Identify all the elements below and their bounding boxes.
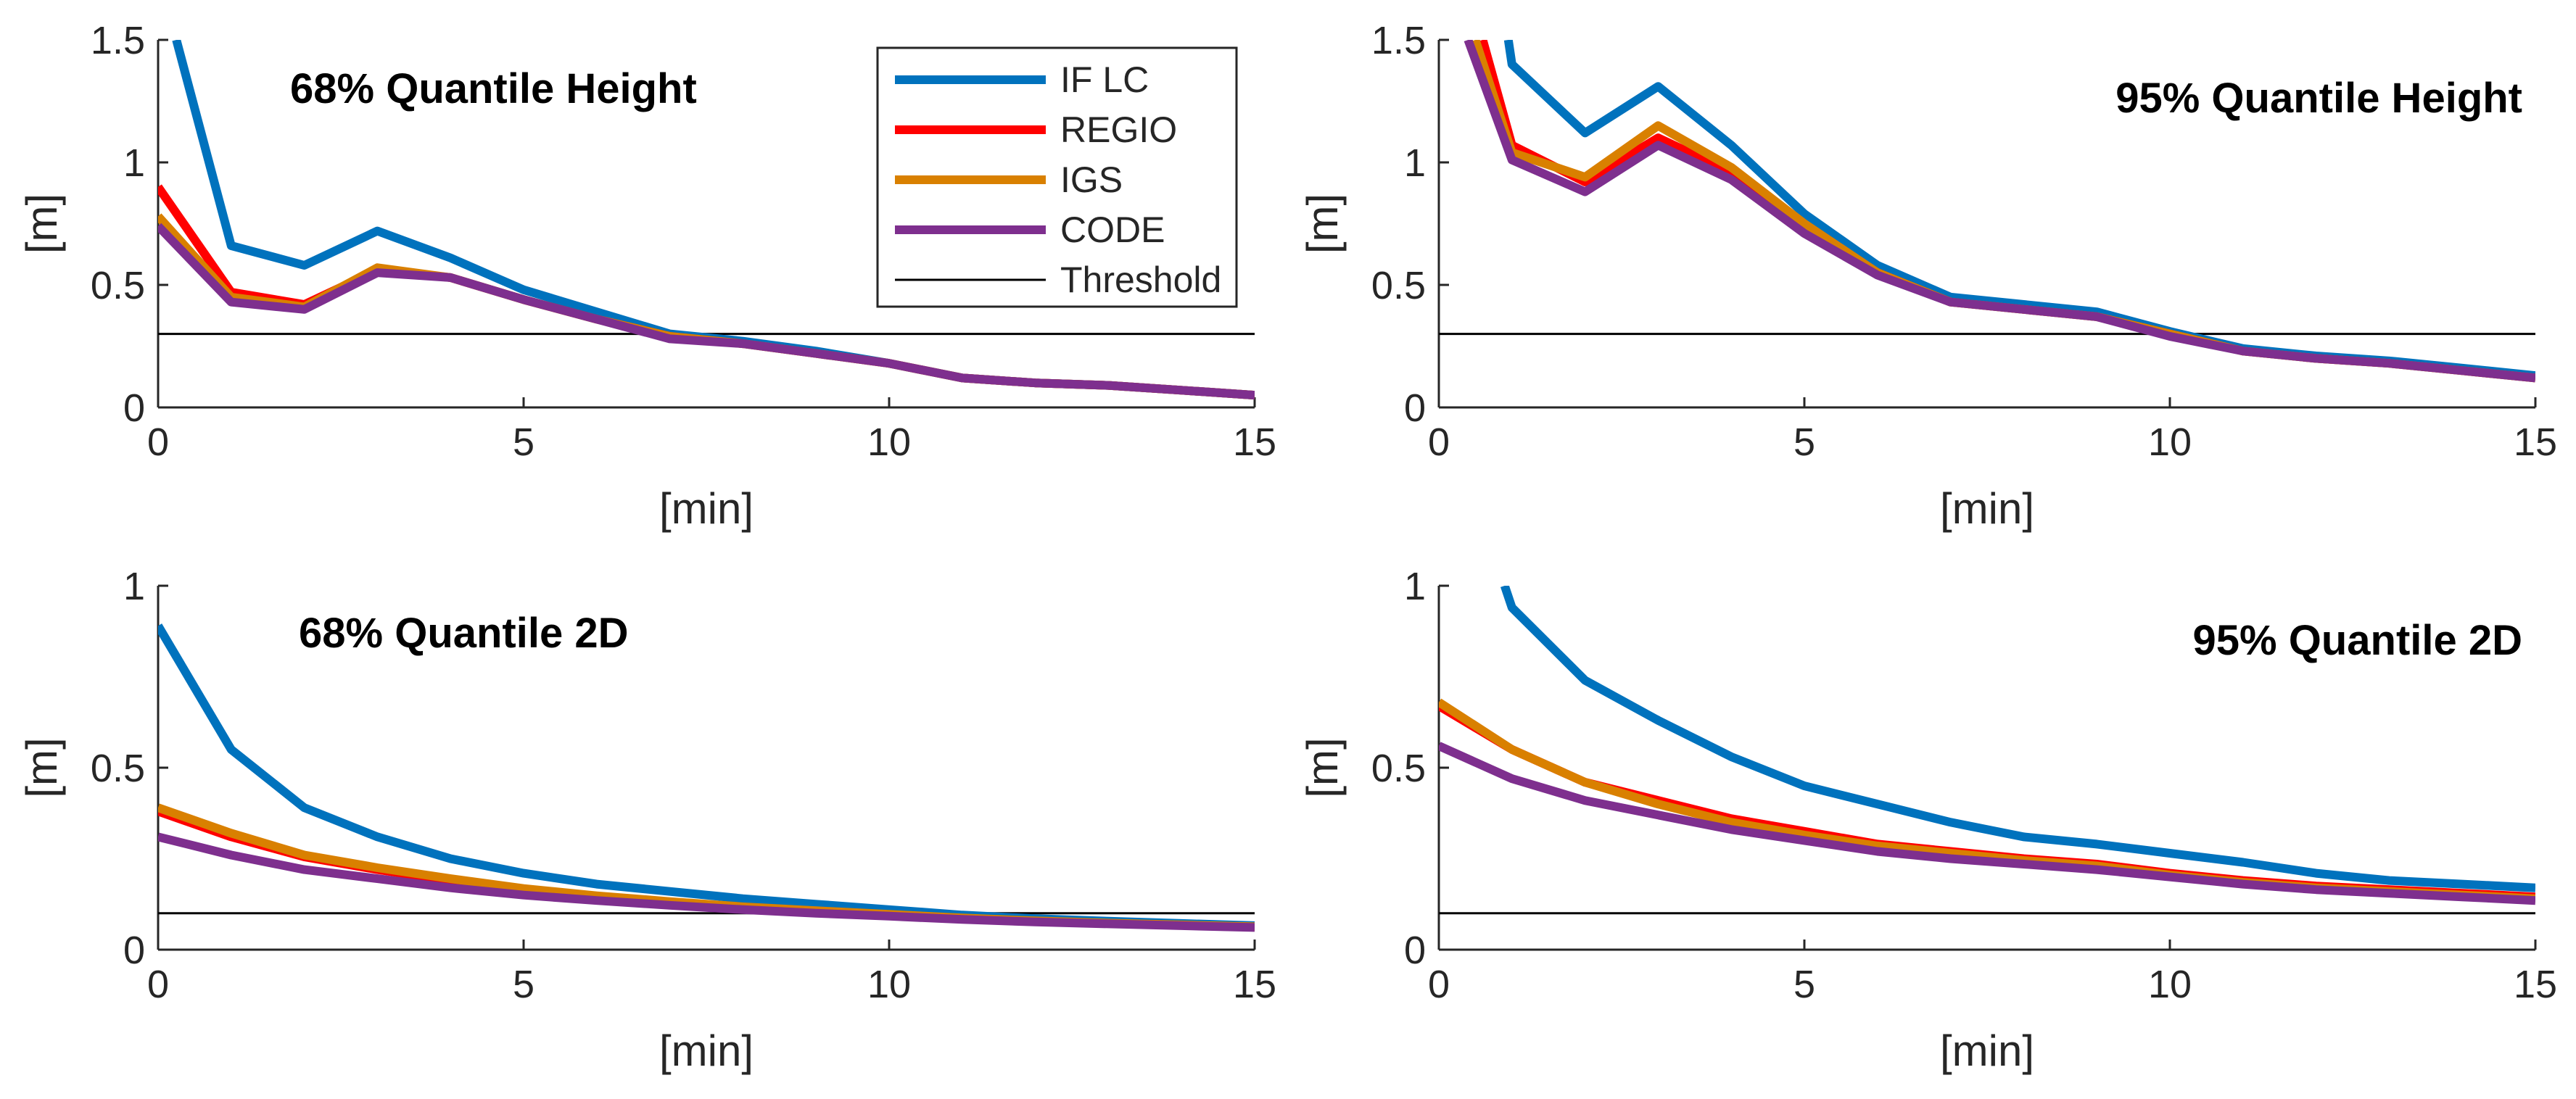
x-tick-label: 0 bbox=[147, 963, 169, 1006]
y-tick-label: 1.5 bbox=[91, 19, 145, 62]
x-tick-label: 10 bbox=[2148, 420, 2192, 464]
legend-label-regio: REGIO bbox=[1060, 109, 1177, 150]
chart-panel-2: 0 5 10 15 0 0.5 1 1.5 [min] [m] 95% Quantile Heigh… bbox=[1298, 19, 2557, 533]
series-line-code bbox=[1439, 742, 2535, 905]
x-tick-label: 0 bbox=[147, 420, 169, 464]
x-tick-label: 5 bbox=[1793, 420, 1815, 464]
x-axis-label: [min] bbox=[1940, 484, 2034, 533]
x-axis-label: [min] bbox=[1940, 1027, 2034, 1075]
x-tick-label: 5 bbox=[513, 963, 534, 1006]
y-tick-label: 0 bbox=[123, 929, 145, 972]
x-tick-label: 15 bbox=[2514, 420, 2557, 464]
x-tick-label: 0 bbox=[1428, 963, 1450, 1006]
x-tick-label: 10 bbox=[2148, 963, 2192, 1006]
legend-label-threshold: Threshold bbox=[1060, 260, 1221, 300]
y-tick-label: 1 bbox=[123, 141, 145, 185]
y-tick-label: 1 bbox=[1404, 565, 1426, 608]
y-tick-label: 1 bbox=[123, 565, 145, 608]
series-line-if-lc bbox=[158, 623, 1255, 930]
y-axis-label: [m] bbox=[1298, 194, 1347, 254]
panel-title: 95% Quantile Height bbox=[2115, 75, 2522, 122]
panel-title: 68% Quantile Height bbox=[290, 65, 697, 112]
y-tick-label: 0.5 bbox=[91, 747, 145, 790]
legend-label-if-lc: IF LC bbox=[1060, 59, 1149, 100]
y-tick-label: 0.5 bbox=[1371, 264, 1426, 307]
chart-panel-4: 0 5 10 15 0 0.5 1 [min] [m] 95% Quantile 2D bbox=[1298, 565, 2557, 1075]
chart-panel-3: 0 5 10 15 0 0.5 1 [min] [m] 68% Quantile 2D bbox=[17, 565, 1276, 1075]
x-tick-label: 15 bbox=[2514, 963, 2557, 1006]
series-line-code bbox=[158, 223, 1255, 400]
series-line-code bbox=[1464, 40, 2535, 383]
x-axis-label: [min] bbox=[659, 484, 754, 533]
y-tick-label: 0.5 bbox=[1371, 747, 1426, 790]
x-tick-label: 5 bbox=[1793, 963, 1815, 1006]
y-tick-label: 0 bbox=[1404, 929, 1426, 972]
y-tick-label: 0 bbox=[1404, 386, 1426, 430]
x-axis-label: [min] bbox=[659, 1027, 754, 1075]
y-axis-label: [m] bbox=[17, 194, 66, 254]
panel-title: 68% Quantile 2D bbox=[299, 610, 628, 657]
x-tick-label: 15 bbox=[1233, 963, 1276, 1006]
x-tick-label: 5 bbox=[513, 420, 534, 464]
legend-label-code: CODE bbox=[1060, 210, 1165, 250]
y-axis-label: [m] bbox=[17, 737, 66, 797]
x-tick-label: 0 bbox=[1428, 420, 1450, 464]
legend-label-igs: IGS bbox=[1060, 159, 1123, 200]
y-axis-label: [m] bbox=[1298, 737, 1347, 797]
panel-title: 95% Quantile 2D bbox=[2193, 617, 2522, 664]
x-tick-label: 10 bbox=[867, 963, 911, 1006]
chart-panel-1: 0 5 10 15 0 0.5 1 1.5 [min] [m] 68% Quantile Heigh… bbox=[17, 19, 1276, 533]
series-line-code bbox=[158, 832, 1255, 932]
x-tick-label: 15 bbox=[1233, 420, 1276, 464]
series-line-if-lc bbox=[1500, 586, 2535, 892]
y-tick-label: 0.5 bbox=[91, 264, 145, 307]
y-tick-label: 0 bbox=[123, 386, 145, 430]
y-tick-label: 1 bbox=[1404, 141, 1426, 185]
y-tick-label: 1.5 bbox=[1371, 19, 1426, 62]
legend: IF LC REGIO IGS CODE Threshold bbox=[876, 46, 1238, 308]
x-tick-label: 10 bbox=[867, 420, 911, 464]
